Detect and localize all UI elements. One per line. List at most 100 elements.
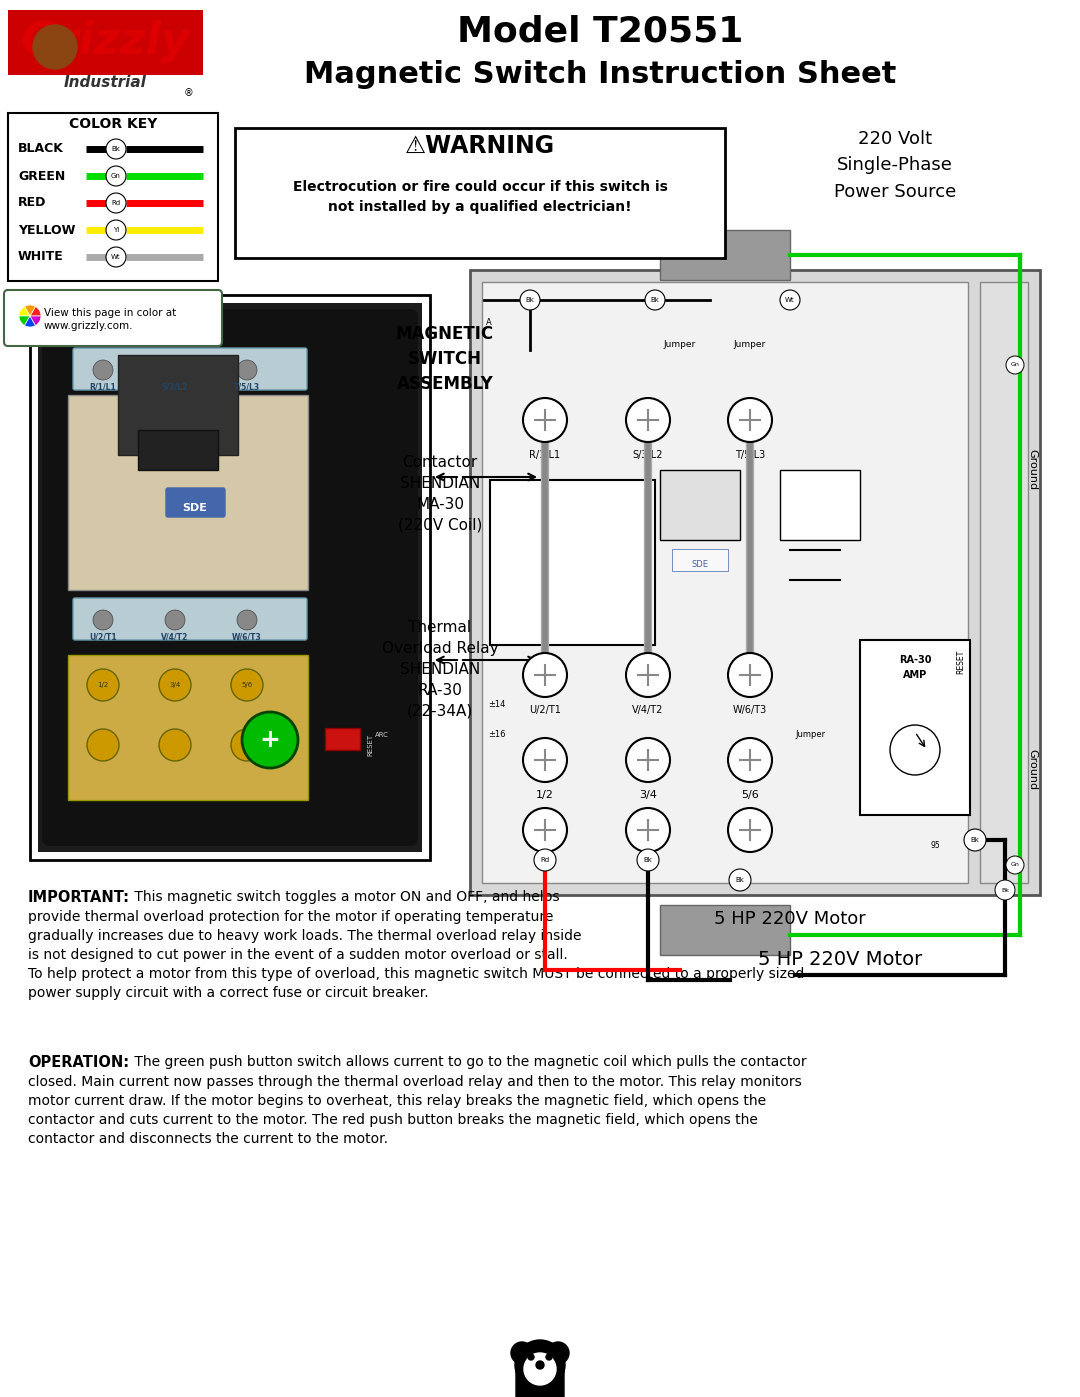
Circle shape — [106, 138, 126, 159]
Text: Bk: Bk — [526, 298, 535, 303]
Text: Gn: Gn — [111, 173, 121, 179]
Text: S/3/L2: S/3/L2 — [162, 383, 188, 393]
Wedge shape — [25, 316, 36, 327]
Circle shape — [534, 849, 556, 870]
Circle shape — [511, 1343, 534, 1363]
Text: S/3/L2: S/3/L2 — [633, 450, 663, 460]
Text: OPERATION:: OPERATION: — [28, 1055, 130, 1070]
Circle shape — [106, 166, 126, 186]
Bar — [660, 469, 740, 541]
Text: Gn: Gn — [1011, 362, 1020, 367]
Circle shape — [523, 807, 567, 852]
Bar — [482, 282, 968, 883]
Bar — [325, 728, 360, 750]
Wedge shape — [19, 316, 30, 326]
Text: Rd: Rd — [111, 200, 121, 205]
Circle shape — [728, 398, 772, 441]
Bar — [470, 270, 1040, 895]
Text: Bk: Bk — [1001, 887, 1009, 893]
Text: RED: RED — [18, 197, 46, 210]
FancyBboxPatch shape — [73, 598, 307, 640]
Circle shape — [964, 828, 986, 851]
FancyBboxPatch shape — [8, 75, 203, 105]
Text: YELLOW: YELLOW — [18, 224, 76, 236]
Bar — [235, 129, 725, 258]
Text: 5 HP 220V Motor: 5 HP 220V Motor — [714, 909, 866, 928]
Text: 5 HP 220V Motor: 5 HP 220V Motor — [758, 950, 922, 970]
Circle shape — [165, 610, 185, 630]
Text: AMP: AMP — [903, 671, 927, 680]
Text: RESET: RESET — [367, 733, 373, 756]
FancyBboxPatch shape — [672, 549, 728, 571]
Circle shape — [87, 729, 119, 761]
Text: A: A — [486, 319, 491, 327]
Text: RA-30: RA-30 — [899, 655, 931, 665]
Text: GREEN: GREEN — [18, 169, 65, 183]
Text: Bk: Bk — [650, 298, 660, 303]
Circle shape — [159, 669, 191, 701]
Bar — [8, 113, 218, 281]
Text: +: + — [259, 728, 281, 752]
Text: Bk: Bk — [735, 877, 744, 883]
Text: 5/6: 5/6 — [741, 789, 759, 800]
Text: MAGNETIC
SWITCH
ASSEMBLY: MAGNETIC SWITCH ASSEMBLY — [396, 326, 494, 393]
Text: T/5/L3: T/5/L3 — [234, 383, 260, 393]
FancyBboxPatch shape — [73, 348, 307, 390]
Circle shape — [528, 1354, 534, 1361]
Text: IMPORTANT:: IMPORTANT: — [28, 890, 130, 905]
Bar — [780, 469, 860, 541]
Text: 1/2: 1/2 — [97, 682, 109, 687]
Circle shape — [546, 1343, 569, 1363]
Text: W/6/T3: W/6/T3 — [733, 705, 767, 715]
Circle shape — [626, 738, 670, 782]
Text: Wt: Wt — [785, 298, 795, 303]
Text: Jumper: Jumper — [734, 339, 766, 349]
Circle shape — [645, 291, 665, 310]
Circle shape — [1005, 356, 1024, 374]
Text: The green push button switch allows current to go to the magnetic coil which pul: The green push button switch allows curr… — [130, 1055, 807, 1069]
Text: ®: ® — [184, 88, 193, 98]
Circle shape — [637, 849, 659, 870]
Circle shape — [536, 1361, 544, 1369]
Bar — [660, 905, 789, 956]
Circle shape — [546, 1354, 552, 1361]
Circle shape — [626, 398, 670, 441]
Bar — [118, 355, 238, 455]
Text: 5/6: 5/6 — [241, 682, 253, 687]
Text: Bk: Bk — [644, 856, 652, 863]
Text: Gn: Gn — [1011, 862, 1020, 868]
Circle shape — [728, 738, 772, 782]
Bar — [138, 430, 218, 469]
Text: U/2/T1: U/2/T1 — [529, 705, 561, 715]
Text: U/2/T1: U/2/T1 — [90, 633, 117, 643]
Bar — [68, 655, 308, 800]
Bar — [30, 295, 430, 861]
Text: Industrial: Industrial — [64, 75, 147, 89]
Text: R/1/L1: R/1/L1 — [90, 383, 117, 393]
Circle shape — [93, 610, 113, 630]
Text: Jumper: Jumper — [795, 731, 825, 739]
Bar — [660, 231, 789, 279]
Text: closed. Main current now passes through the thermal overload relay and then to t: closed. Main current now passes through … — [28, 1076, 801, 1146]
Text: 3/4: 3/4 — [170, 682, 180, 687]
Circle shape — [159, 729, 191, 761]
Text: Grizzly: Grizzly — [21, 20, 190, 63]
Circle shape — [523, 652, 567, 697]
Circle shape — [728, 807, 772, 852]
Circle shape — [626, 652, 670, 697]
Text: T/5/L3: T/5/L3 — [734, 450, 765, 460]
Text: ±16: ±16 — [488, 731, 505, 739]
Text: View this page in color at
www.grizzly.com.: View this page in color at www.grizzly.c… — [44, 307, 176, 331]
Text: Model T20551: Model T20551 — [457, 15, 743, 49]
Circle shape — [242, 712, 298, 768]
Text: BLACK: BLACK — [18, 142, 64, 155]
Circle shape — [523, 398, 567, 441]
Bar — [980, 282, 1028, 883]
Text: Bk: Bk — [111, 147, 121, 152]
Circle shape — [165, 360, 185, 380]
Text: provide thermal overload protection for the motor if operating temperature
gradu: provide thermal overload protection for … — [28, 909, 805, 1000]
Wedge shape — [19, 306, 30, 316]
Circle shape — [231, 669, 264, 701]
Wedge shape — [30, 316, 41, 326]
Bar — [860, 640, 970, 814]
